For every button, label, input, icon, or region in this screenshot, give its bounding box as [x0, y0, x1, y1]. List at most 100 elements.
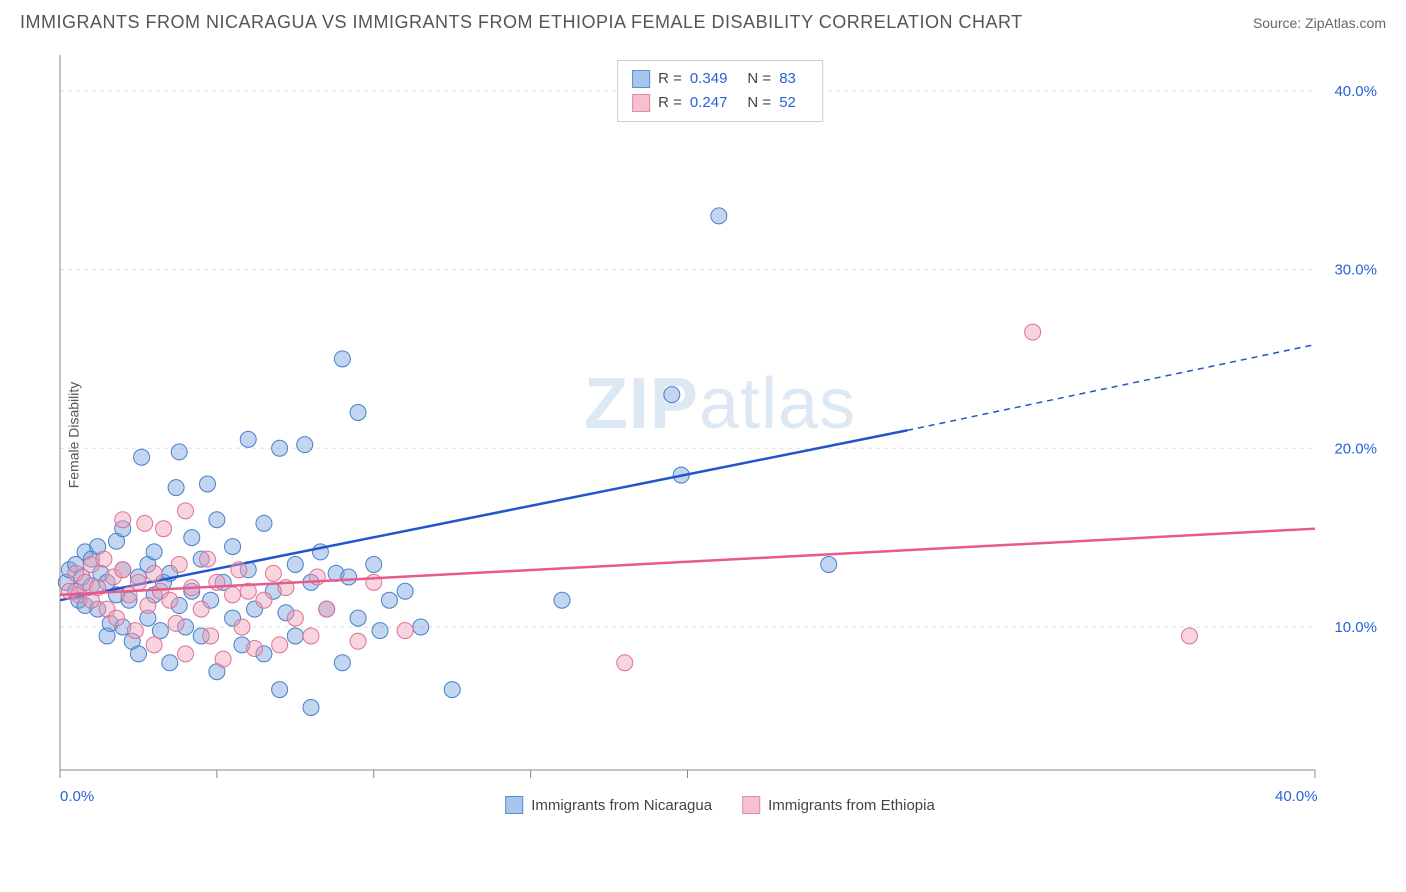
- data-point: [178, 646, 194, 662]
- r-value: 0.247: [690, 91, 728, 115]
- data-point: [444, 682, 460, 698]
- data-point: [108, 610, 124, 626]
- chart-container: Female Disability ZIPatlas 10.0%20.0%30.…: [55, 50, 1385, 820]
- data-point: [341, 569, 357, 585]
- data-point: [350, 610, 366, 626]
- data-point: [350, 633, 366, 649]
- data-point: [134, 449, 150, 465]
- data-point: [372, 623, 388, 639]
- legend-swatch: [632, 94, 650, 112]
- data-point: [297, 437, 313, 453]
- data-point: [234, 619, 250, 635]
- data-point: [334, 351, 350, 367]
- legend-stats: R = 0.349 N = 83 R = 0.247 N = 52: [617, 60, 823, 122]
- legend-stat-row: R = 0.247 N = 52: [632, 91, 808, 115]
- x-axis-max: 40.0%: [1275, 788, 1318, 805]
- data-point: [287, 610, 303, 626]
- data-point: [303, 699, 319, 715]
- legend-series-item: Immigrants from Ethiopia: [742, 796, 935, 814]
- data-point: [140, 598, 156, 614]
- data-point: [146, 565, 162, 581]
- scatter-plot: 10.0% 20.0% 30.0% 40.0%: [55, 50, 1385, 820]
- data-point: [350, 405, 366, 421]
- source-label: Source: ZipAtlas.com: [1253, 15, 1386, 31]
- chart-title: IMMIGRANTS FROM NICARAGUA VS IMMIGRANTS …: [20, 12, 1023, 33]
- data-point: [664, 387, 680, 403]
- data-point: [397, 583, 413, 599]
- data-point: [397, 623, 413, 639]
- data-point: [146, 544, 162, 560]
- data-point: [272, 637, 288, 653]
- data-point: [617, 655, 633, 671]
- y-tick-label: 20.0%: [1334, 440, 1377, 457]
- data-point: [303, 628, 319, 644]
- r-label: R =: [658, 91, 682, 115]
- data-point: [256, 515, 272, 531]
- data-point: [162, 592, 178, 608]
- data-point: [231, 562, 247, 578]
- data-point: [156, 521, 172, 537]
- legend-swatch: [742, 796, 760, 814]
- data-point: [130, 574, 146, 590]
- data-point: [366, 574, 382, 590]
- data-point: [1025, 324, 1041, 340]
- legend-series-item: Immigrants from Nicaragua: [505, 796, 712, 814]
- data-point: [178, 503, 194, 519]
- data-point: [115, 512, 131, 528]
- data-point: [184, 530, 200, 546]
- data-point: [287, 556, 303, 572]
- data-point: [171, 556, 187, 572]
- data-point: [256, 592, 272, 608]
- data-point: [96, 551, 112, 567]
- data-point: [127, 623, 143, 639]
- data-point: [199, 476, 215, 492]
- trend-line-extrapolated: [907, 345, 1315, 431]
- data-point: [319, 601, 335, 617]
- n-value: 83: [779, 67, 796, 91]
- data-point: [199, 551, 215, 567]
- data-point: [287, 628, 303, 644]
- data-point: [413, 619, 429, 635]
- n-label: N =: [747, 91, 771, 115]
- data-point: [203, 628, 219, 644]
- legend-swatch: [632, 70, 650, 88]
- legend-series-label: Immigrants from Ethiopia: [768, 797, 935, 814]
- data-point: [1182, 628, 1198, 644]
- data-point: [137, 515, 153, 531]
- data-point: [247, 640, 263, 656]
- n-value: 52: [779, 91, 796, 115]
- data-point: [152, 623, 168, 639]
- legend-series-label: Immigrants from Nicaragua: [531, 797, 712, 814]
- data-point: [168, 480, 184, 496]
- legend-stat-row: R = 0.349 N = 83: [632, 67, 808, 91]
- y-tick-label: 30.0%: [1334, 262, 1377, 279]
- data-point: [711, 208, 727, 224]
- data-point: [115, 562, 131, 578]
- data-point: [554, 592, 570, 608]
- data-point: [381, 592, 397, 608]
- data-point: [162, 655, 178, 671]
- data-point: [168, 615, 184, 631]
- data-point: [171, 444, 187, 460]
- x-axis-min: 0.0%: [60, 788, 94, 805]
- y-tick-label: 40.0%: [1334, 83, 1377, 100]
- data-point: [193, 601, 209, 617]
- data-point: [209, 512, 225, 528]
- data-point: [215, 651, 231, 667]
- legend-series: Immigrants from Nicaragua Immigrants from…: [505, 796, 935, 814]
- legend-swatch: [505, 796, 523, 814]
- data-point: [130, 646, 146, 662]
- data-point: [225, 587, 241, 603]
- data-point: [366, 556, 382, 572]
- data-point: [334, 655, 350, 671]
- r-value: 0.349: [690, 67, 728, 91]
- data-point: [240, 431, 256, 447]
- data-point: [272, 682, 288, 698]
- data-point: [265, 565, 281, 581]
- data-point: [272, 440, 288, 456]
- data-point: [146, 637, 162, 653]
- r-label: R =: [658, 67, 682, 91]
- data-point: [821, 556, 837, 572]
- y-tick-label: 10.0%: [1334, 619, 1377, 636]
- n-label: N =: [747, 67, 771, 91]
